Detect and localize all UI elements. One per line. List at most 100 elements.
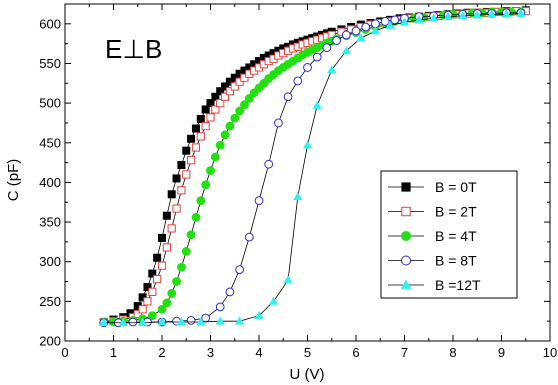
x-tick-label: 5	[304, 345, 311, 360]
data-point	[268, 296, 279, 305]
x-tick-label: 3	[207, 345, 214, 360]
data-point	[312, 52, 322, 62]
data-point	[341, 46, 351, 55]
data-point	[143, 297, 152, 306]
x-tick-label: 0	[61, 345, 68, 360]
data-point	[201, 180, 211, 190]
data-point	[390, 15, 400, 25]
data-point	[220, 130, 230, 140]
data-point	[201, 313, 211, 323]
data-point	[186, 315, 196, 325]
y-tick-label: 500	[39, 96, 61, 111]
data-point	[501, 9, 512, 18]
data-point	[206, 99, 215, 108]
data-point	[187, 134, 196, 143]
data-point	[215, 140, 225, 150]
data-point	[215, 302, 225, 312]
data-point	[148, 269, 157, 278]
legend-marker	[401, 182, 411, 192]
data-point	[162, 243, 171, 252]
data-point	[153, 275, 162, 284]
legend-marker	[401, 255, 411, 266]
annotation-text: E⊥B	[105, 34, 162, 64]
data-point	[201, 122, 210, 131]
y-tick-label: 550	[39, 56, 61, 71]
legend-label: B = 8T	[435, 253, 477, 269]
data-point	[211, 92, 220, 101]
data-point	[244, 93, 254, 103]
data-point	[196, 132, 205, 141]
data-point	[118, 318, 128, 327]
data-point	[322, 43, 332, 53]
data-point	[167, 224, 176, 233]
axes: 0 1 2 3 4 5 6 7 8 9 10 200 250 300 350 400 450 500 550 600	[39, 3, 557, 360]
series-4	[99, 8, 526, 327]
data-point	[99, 318, 109, 327]
legend-label: B = 2T	[435, 204, 477, 220]
data-point	[157, 233, 166, 242]
data-point	[148, 287, 157, 296]
data-point	[472, 10, 482, 19]
data-point	[254, 196, 264, 206]
y-tick-label: 250	[39, 294, 61, 309]
data-point	[167, 190, 176, 199]
data-point	[221, 82, 230, 91]
data-point	[220, 92, 230, 101]
legend-marker	[401, 206, 411, 217]
data-point	[385, 20, 395, 29]
data-point	[206, 113, 215, 122]
data-point	[162, 298, 172, 308]
data-point	[225, 87, 235, 96]
series-line	[103, 13, 521, 324]
data-point	[458, 11, 468, 20]
data-point	[157, 304, 167, 314]
data-point	[157, 317, 167, 326]
data-point	[380, 17, 390, 26]
legend-label: B = 4T	[435, 228, 477, 244]
x-axis-label: U (V)	[290, 366, 325, 383]
data-point	[157, 261, 167, 270]
data-point	[235, 106, 245, 116]
legend-label: B = 0T	[435, 179, 477, 195]
y-tick-label: 300	[39, 254, 61, 269]
y-tick-label: 450	[39, 135, 61, 150]
data-point	[138, 305, 147, 314]
data-point	[172, 204, 181, 213]
data-point	[177, 186, 186, 195]
data-point	[254, 310, 264, 320]
data-point	[216, 87, 225, 96]
data-point	[516, 8, 526, 17]
x-tick-label: 8	[449, 345, 456, 360]
data-point	[206, 166, 215, 175]
data-point	[293, 191, 303, 201]
data-point	[162, 211, 171, 220]
data-point	[196, 196, 206, 206]
data-point	[351, 26, 361, 36]
data-point	[225, 287, 235, 297]
data-point	[191, 124, 200, 133]
data-point	[153, 253, 162, 262]
data-point	[341, 30, 351, 40]
x-tick-label: 10	[543, 345, 557, 360]
data-point	[302, 140, 313, 149]
data-point	[283, 92, 293, 102]
series-3	[99, 8, 526, 328]
data-point	[172, 277, 181, 286]
x-tick-label: 4	[255, 345, 262, 360]
data-point	[215, 316, 225, 325]
data-point	[137, 318, 148, 327]
data-point	[177, 160, 186, 169]
y-axis-label: C (pF)	[5, 159, 22, 202]
data-point	[177, 262, 186, 272]
data-point	[293, 76, 303, 86]
data-point	[181, 246, 191, 256]
data-point	[191, 212, 201, 222]
data-point	[414, 15, 424, 24]
data-point	[191, 143, 201, 152]
data-point	[182, 170, 191, 179]
data-point	[128, 317, 138, 327]
data-point	[234, 316, 245, 325]
data-point	[240, 100, 249, 110]
data-point	[182, 146, 191, 155]
